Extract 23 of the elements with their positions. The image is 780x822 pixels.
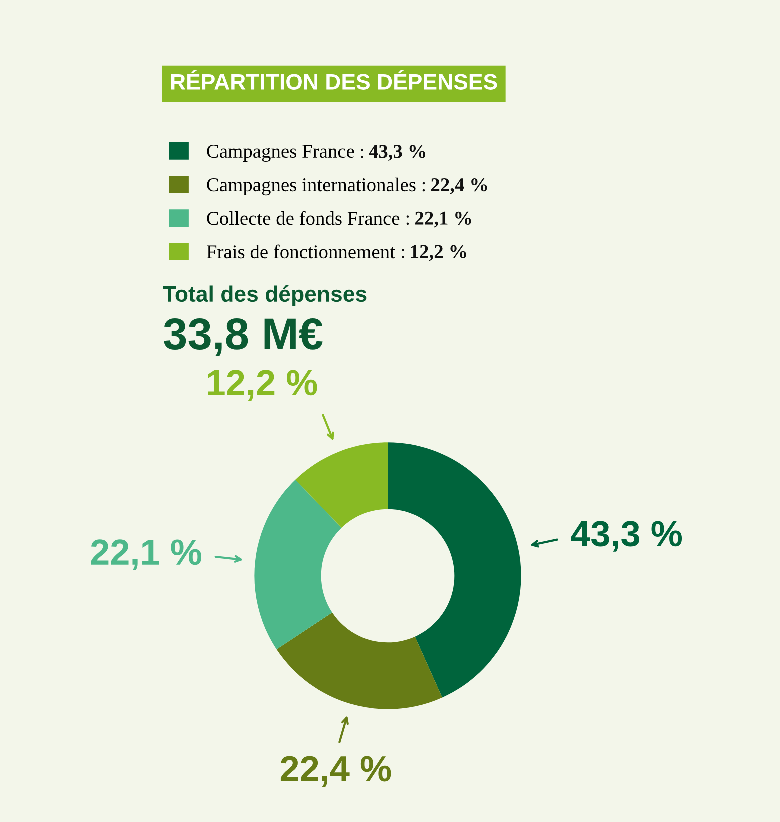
text: 33,8 M€ [164, 318, 323, 356]
text: 43,3 % [369, 145, 426, 162]
text: 22,1 % [416, 212, 472, 228]
donut-slice [276, 612, 442, 710]
text: 22,4 % [432, 178, 488, 194]
donut-slice [296, 442, 388, 528]
legend-label: Frais de fonctionnement [207, 244, 396, 259]
legend-label: Campagnes France [207, 144, 354, 162]
text: 12,2 % [411, 245, 466, 262]
data-label: 12,2 % [208, 370, 318, 401]
legend-label: Campagnes internationales [207, 178, 416, 196]
data-label: 22,1 % [91, 540, 202, 570]
text: : [361, 148, 364, 158]
text: : [422, 182, 426, 192]
chart-title: RÉPARTITION DES DÉPENSES [171, 70, 498, 90]
text: Total des dépenses [163, 286, 367, 306]
donut-slice [388, 442, 522, 698]
text: : [406, 216, 410, 226]
donut-slice [254, 480, 342, 650]
text: : [402, 248, 404, 258]
legend-label: Collecte de fonds France [207, 211, 400, 226]
data-label: 22,4 % [280, 756, 392, 788]
data-label: 43,3 % [571, 521, 682, 552]
